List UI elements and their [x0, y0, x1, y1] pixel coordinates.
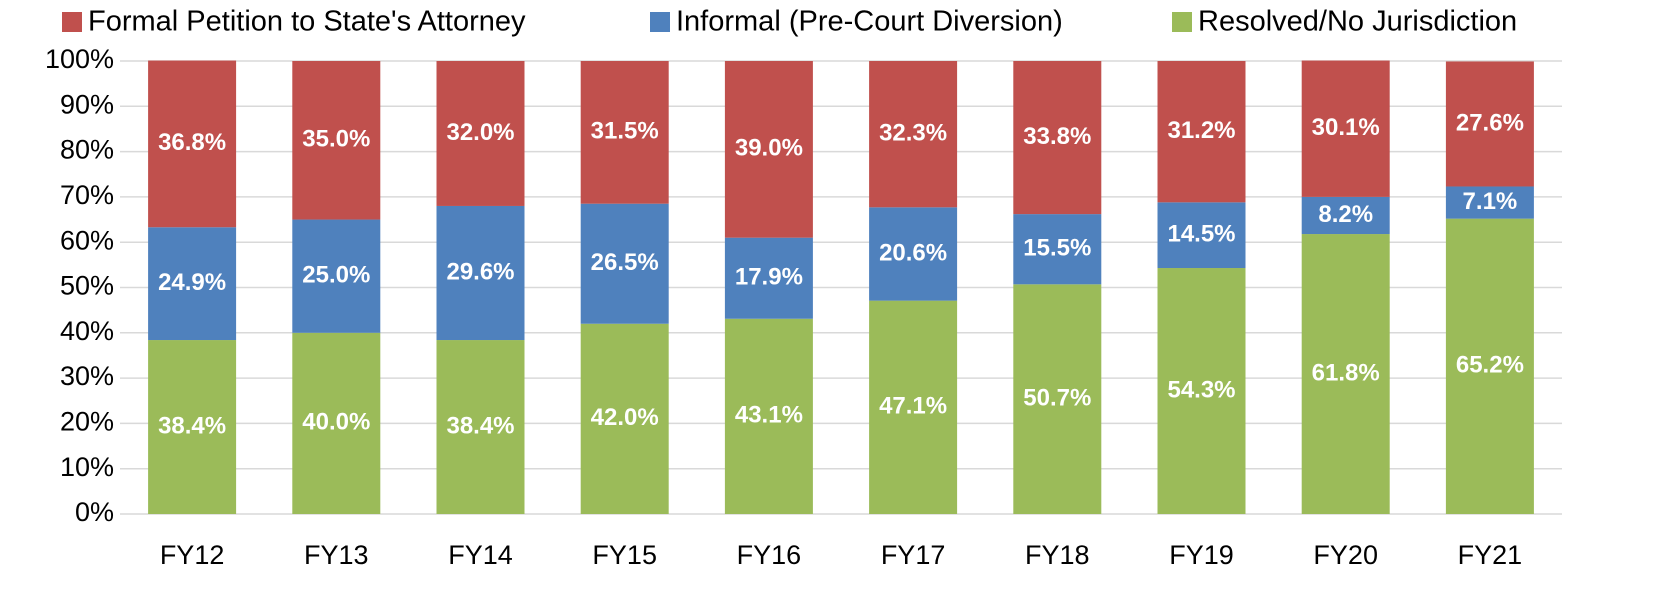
- value-label: 33.8%: [1023, 123, 1091, 150]
- value-label: 50.7%: [1023, 385, 1091, 412]
- bar-segment: [724, 318, 813, 514]
- y-tick-label: 30%: [60, 361, 114, 391]
- bar-segment: [1301, 60, 1390, 197]
- value-label: 15.5%: [1023, 235, 1091, 262]
- bar-segment: [580, 203, 669, 324]
- bar-segment: [148, 340, 237, 514]
- y-tick-label: 20%: [60, 407, 114, 437]
- y-tick-label: 70%: [60, 180, 114, 210]
- legend-swatch: [1172, 12, 1192, 32]
- y-tick-label: 50%: [60, 271, 114, 301]
- y-tick-label: 100%: [45, 44, 114, 74]
- value-label: 26.5%: [591, 249, 659, 276]
- bar-segment: [580, 61, 669, 204]
- value-label: 47.1%: [879, 393, 947, 420]
- value-label: 42.0%: [591, 404, 659, 431]
- bar-segment: [724, 61, 813, 238]
- bar-segment: [1445, 218, 1534, 515]
- value-label: 32.3%: [879, 120, 947, 147]
- x-tick-label: FY14: [448, 540, 513, 570]
- value-label: 36.8%: [158, 129, 226, 156]
- x-tick-label: FY20: [1313, 540, 1378, 570]
- bar-segment: [1013, 284, 1102, 514]
- legend-label: Formal Petition to State's Attorney: [88, 6, 526, 38]
- bar-segment: [292, 219, 381, 333]
- value-label: 38.4%: [446, 412, 514, 439]
- value-label: 29.6%: [446, 258, 514, 285]
- bar-segment: [436, 61, 525, 206]
- y-tick-label: 0%: [75, 497, 114, 527]
- x-tick-label: FY15: [592, 540, 657, 570]
- legend-label: Informal (Pre-Court Diversion): [676, 6, 1063, 38]
- x-tick-label: FY19: [1169, 540, 1234, 570]
- value-label: 25.0%: [302, 262, 370, 289]
- x-tick-label: FY16: [737, 540, 802, 570]
- bar-segment: [724, 237, 813, 319]
- x-tick-label: FY13: [304, 540, 369, 570]
- bar-segment: [1445, 186, 1534, 219]
- value-label: 35.0%: [302, 126, 370, 153]
- value-label: 38.4%: [158, 412, 226, 439]
- value-label: 39.0%: [735, 135, 803, 162]
- value-label: 65.2%: [1456, 352, 1524, 379]
- y-tick-label: 60%: [60, 225, 114, 255]
- value-label: 32.0%: [446, 119, 514, 146]
- value-label: 31.2%: [1167, 117, 1235, 144]
- x-tick-label: FY18: [1025, 540, 1090, 570]
- value-label: 40.0%: [302, 409, 370, 436]
- bar-segment: [1157, 61, 1246, 203]
- bar-segment: [1301, 196, 1390, 235]
- value-label: 14.5%: [1167, 221, 1235, 248]
- value-label: 20.6%: [879, 239, 947, 266]
- y-tick-label: 80%: [60, 135, 114, 165]
- bar-segment: [1157, 202, 1246, 269]
- value-label: 24.9%: [158, 269, 226, 296]
- bar-segment: [292, 61, 381, 220]
- y-tick-label: 10%: [60, 452, 114, 482]
- value-label: 54.3%: [1167, 376, 1235, 403]
- bar-segment: [580, 323, 669, 514]
- y-tick-label: 40%: [60, 316, 114, 346]
- value-label: 30.1%: [1312, 114, 1380, 141]
- bar-segment: [1445, 61, 1534, 187]
- x-tick-label: FY21: [1458, 540, 1523, 570]
- value-label: 7.1%: [1463, 188, 1518, 215]
- bar-segment: [1013, 61, 1102, 215]
- value-label: 27.6%: [1456, 109, 1524, 136]
- legend-label: Resolved/No Jurisdiction: [1198, 6, 1517, 38]
- x-tick-label: FY17: [881, 540, 946, 570]
- value-label: 61.8%: [1312, 359, 1380, 386]
- value-label: 31.5%: [591, 118, 659, 145]
- value-label: 8.2%: [1318, 201, 1373, 228]
- legend-swatch: [650, 12, 670, 32]
- bar-segment: [292, 332, 381, 514]
- bar-segment: [1013, 214, 1102, 285]
- value-label: 17.9%: [735, 264, 803, 291]
- legend-swatch: [62, 12, 82, 32]
- x-tick-label: FY12: [160, 540, 225, 570]
- bar-segment: [1301, 234, 1390, 514]
- bar-segment: [869, 207, 958, 301]
- bar-segment: [148, 60, 237, 228]
- bar-segment: [436, 205, 525, 341]
- value-label: 43.1%: [735, 402, 803, 429]
- bar-segment: [436, 340, 525, 514]
- bar-segment: [1157, 268, 1246, 514]
- bar-segment: [869, 300, 958, 514]
- bar-segment: [148, 227, 237, 341]
- bar-segment: [869, 61, 958, 208]
- y-tick-label: 90%: [60, 89, 114, 119]
